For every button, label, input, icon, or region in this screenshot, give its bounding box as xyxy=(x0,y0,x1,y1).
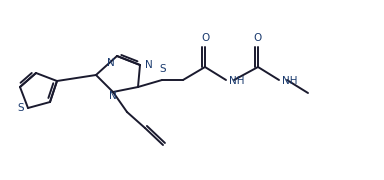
Text: O: O xyxy=(254,33,262,43)
Text: S: S xyxy=(160,64,166,74)
Text: NH: NH xyxy=(229,76,245,86)
Text: N: N xyxy=(145,60,153,70)
Text: N: N xyxy=(107,58,115,68)
Text: O: O xyxy=(201,33,209,43)
Text: N: N xyxy=(109,91,117,101)
Text: S: S xyxy=(17,103,24,113)
Text: NH: NH xyxy=(282,76,298,86)
